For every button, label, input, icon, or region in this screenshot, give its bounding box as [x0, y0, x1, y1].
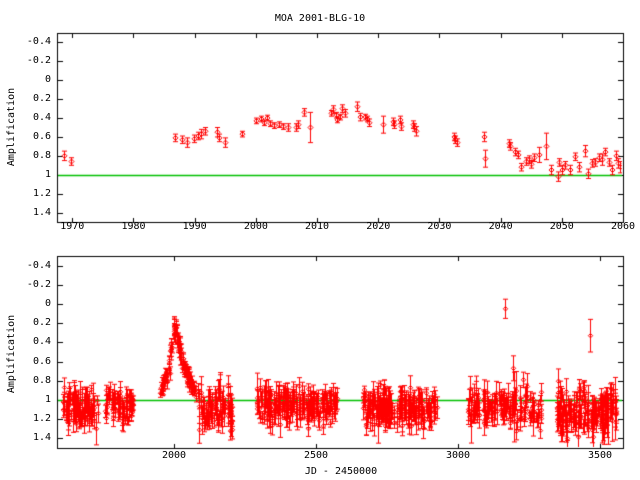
x-tick-label: 1990 — [182, 221, 207, 232]
x-tick-label: 3000 — [445, 450, 471, 461]
y-tick-label: 0.6 — [32, 130, 51, 142]
x-tick-label: 1970 — [60, 221, 85, 232]
x-tick-label: 1980 — [121, 221, 146, 232]
y-tick-label: 0 — [44, 298, 51, 309]
y-tick-label: 0.2 — [32, 317, 51, 329]
y-tick-label: 1.4 — [32, 432, 51, 444]
y-axis-label-bottom: Amplification — [6, 314, 17, 394]
y-tick-label: 0.4 — [32, 112, 51, 124]
y-tick-label: -0.4 — [26, 36, 51, 48]
y-tick-label: 1.2 — [32, 187, 51, 199]
x-tick-label: 2030 — [427, 221, 452, 232]
x-tick-label: 2020 — [366, 221, 391, 232]
y-tick-label: 1.2 — [32, 413, 51, 425]
x-tick-label: 2060 — [610, 221, 636, 232]
y-tick-label: -0.2 — [26, 278, 51, 290]
x-tick-label: 2000 — [161, 450, 187, 461]
x-tick-label: 2500 — [303, 450, 329, 461]
y-tick-label: 0.8 — [32, 374, 51, 386]
y-axis-label-top: Amplification — [6, 87, 17, 167]
y-tick-label: 1 — [44, 394, 51, 405]
x-tick-label: 2000 — [243, 221, 268, 232]
x-tick-label: 2010 — [305, 221, 330, 232]
x-tick-label: 2050 — [549, 221, 574, 232]
chart-title: MOA 2001-BLG-10 — [274, 13, 366, 24]
x-axis-label: JD - 2450000 — [304, 466, 378, 477]
y-tick-label: 1 — [44, 168, 51, 180]
y-tick-label: 0.6 — [32, 355, 51, 367]
x-tick-label: 3500 — [587, 450, 613, 461]
y-tick-label: -0.2 — [26, 55, 51, 67]
y-tick-label: 0.4 — [32, 336, 51, 348]
y-tick-label: 0 — [44, 74, 51, 86]
y-tick-label: 0.2 — [32, 93, 51, 105]
x-tick-label: 2040 — [488, 221, 513, 232]
y-tick-label: 1.4 — [32, 206, 51, 218]
y-tick-label: -0.4 — [26, 259, 51, 271]
y-tick-label: 0.8 — [32, 149, 51, 161]
